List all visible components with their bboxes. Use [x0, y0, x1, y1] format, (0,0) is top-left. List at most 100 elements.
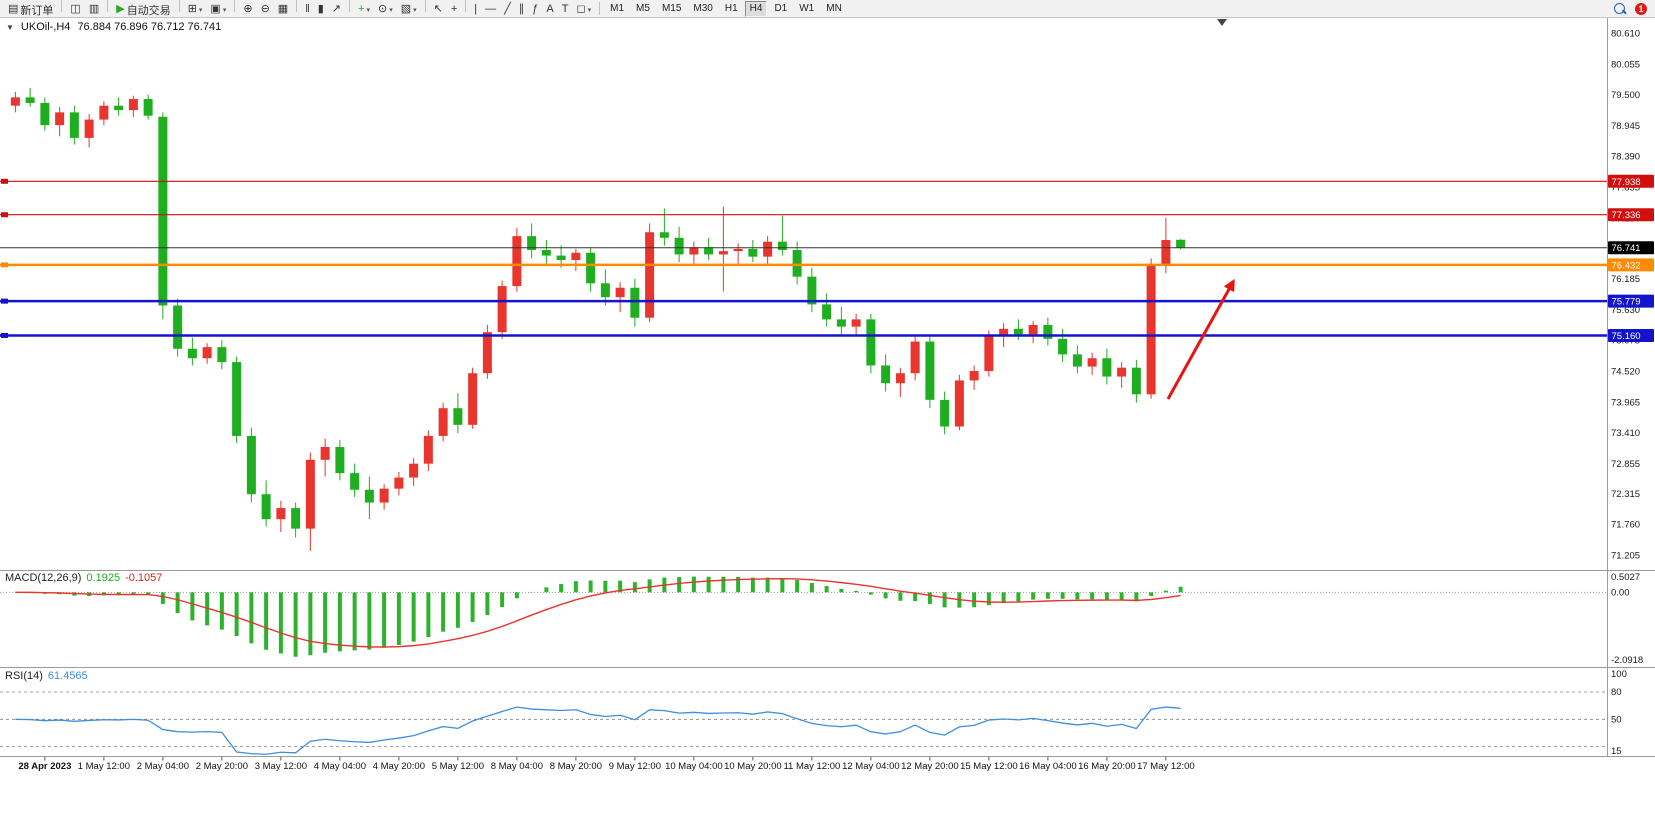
rsi-value: 61.4565	[47, 670, 88, 682]
rsi-axis-label: 100	[1611, 669, 1627, 680]
arrows-button[interactable]: ◻ ▾	[572, 1, 595, 18]
price-axis-label: 75.630	[1611, 305, 1640, 316]
candles-layer	[10, 87, 1186, 551]
macd-signal-value: -0.1057	[125, 572, 163, 584]
price-axis-label: 71.760	[1611, 520, 1640, 531]
rsi-name: RSI(14)	[5, 670, 43, 682]
time-axis[interactable]: 28 Apr 2023 1 May 12:00 2 May 04:00 2 May 2…	[18, 757, 1195, 772]
time-axis-label: 16 May 04:00	[1019, 761, 1077, 772]
time-axis-label: 8 May 20:00	[550, 761, 602, 772]
one-click-trading-toggle[interactable]: ▼	[6, 22, 14, 32]
cursor-icon: ↖	[433, 3, 443, 15]
toolbar-separator	[349, 0, 351, 12]
grid-button[interactable]: ▦	[274, 1, 292, 18]
autotrading-button[interactable]: ▶ 自动交易	[112, 1, 174, 18]
templates-button-dropdown-arrow[interactable]: ▾	[413, 6, 417, 14]
search-button[interactable]	[1610, 0, 1629, 17]
new-order-button-label: 新订单	[20, 4, 54, 17]
timeframe-button-h4[interactable]: H4	[744, 0, 768, 17]
channel-icon: ∥	[518, 3, 525, 15]
periods-button-dropdown-arrow[interactable]: ▾	[389, 6, 393, 14]
price-axis-label: 80.055	[1611, 59, 1640, 70]
profiles-button[interactable]: ▣ ▾	[206, 1, 230, 18]
timeframe-button-m30[interactable]: M30	[693, 3, 713, 14]
hline-left-handle	[1, 332, 8, 338]
cursor-button[interactable]: ↖	[430, 1, 447, 18]
toolbar-separator	[61, 0, 63, 12]
chart-header: ▼ UKOil-,H4 76.884 76.896 76.712 76.741	[6, 21, 221, 33]
horizontal-line-button[interactable]: —	[481, 1, 500, 18]
time-axis-label: 8 May 04:00	[491, 761, 543, 772]
toolbar-separator	[234, 0, 236, 12]
label-button[interactable]: T	[558, 1, 573, 18]
price-axis[interactable]: 80.61080.05579.50078.94578.39077.83577.2…	[1608, 29, 1654, 758]
macd-main-value: 0.1925	[86, 572, 121, 584]
price-tag-76.741	[1608, 241, 1654, 255]
line-view-button[interactable]: ↗	[328, 1, 345, 18]
toolbar-separator	[107, 0, 109, 12]
crosshair-button[interactable]: +	[447, 1, 461, 18]
timeframe-button-d1[interactable]: D1	[774, 3, 788, 14]
trendline-button[interactable]: ╱	[500, 1, 515, 18]
price-tag-75.160	[1608, 328, 1654, 342]
crosshair-icon: +	[450, 3, 458, 15]
new-chart-button[interactable]: ⊞ ▾	[184, 1, 207, 18]
timeframe-button-m15[interactable]: M15	[661, 3, 682, 14]
hline-left-handle	[1, 212, 8, 218]
time-axis-label: 9 May 12:00	[609, 761, 661, 772]
chart-window-button[interactable]: ◫	[66, 1, 84, 18]
macd-axis-min: -2.0918	[1611, 655, 1643, 666]
shapes-icon: ◻	[576, 3, 586, 15]
timeframe-button-h1[interactable]: H1	[724, 3, 738, 14]
timeframe-button-m5[interactable]: M5	[636, 3, 650, 14]
chart-shift-marker[interactable]	[1217, 19, 1227, 26]
time-axis-label: 2 May 04:00	[137, 761, 189, 772]
market-watch-button[interactable]: ▥	[85, 1, 103, 18]
notification-badge[interactable]: 1	[1635, 2, 1647, 15]
price-axis-label: 80.610	[1611, 29, 1640, 40]
channel-button[interactable]: ∥	[515, 1, 529, 18]
rsi-pane	[0, 691, 1607, 755]
add-indicator-icon: +	[358, 3, 365, 15]
templates-button[interactable]: ▧ ▾	[397, 1, 421, 18]
price-axis-label: 72.315	[1611, 489, 1640, 500]
price-axis-label: 77.835	[1611, 183, 1640, 194]
hline-left-handle	[1, 262, 8, 268]
indicators-button[interactable]: + ▾	[354, 1, 374, 18]
vertical-line-button[interactable]: |	[470, 1, 481, 18]
timeframe-button-m1[interactable]: M1	[610, 3, 625, 14]
chart-window-icon: ◫	[70, 3, 81, 15]
rsi-axis-label: 80	[1611, 687, 1622, 698]
price-tag-text: 76.432	[1612, 260, 1641, 271]
bars-chart-icon: ‖	[305, 3, 310, 15]
time-axis-label: 10 May 20:00	[724, 761, 782, 772]
toolbar-separator	[178, 0, 180, 12]
time-axis-label: 5 May 12:00	[432, 761, 484, 772]
candles-view-button[interactable]: ▮	[314, 1, 328, 18]
trend-arrow-annotation[interactable]	[1166, 278, 1235, 400]
toolbar-separator	[465, 0, 467, 12]
time-axis-label: 3 May 12:00	[255, 761, 307, 772]
price-axis-label: 73.965	[1611, 397, 1640, 408]
bars-view-button[interactable]: ‖	[301, 1, 314, 18]
time-axis-label: 28 Apr 2023	[18, 761, 71, 772]
toolbar-right: 1	[1610, 0, 1651, 17]
price-tag-text: 75.779	[1612, 297, 1641, 308]
zoom-in-button[interactable]: ⊕	[239, 1, 256, 18]
timeframe-button-mn[interactable]: MN	[826, 3, 842, 14]
timeframe-button-w1[interactable]: W1	[799, 3, 815, 14]
indicators-button-dropdown-arrow[interactable]: ▾	[366, 6, 370, 14]
arrows-button-dropdown-arrow[interactable]: ▾	[587, 6, 592, 14]
zoom-out-button[interactable]: ⊖	[257, 1, 274, 18]
rsi-line	[15, 706, 1181, 755]
macd-indicator-label: MACD(12,26,9) 0.1925 -0.1057	[5, 572, 162, 584]
text-button[interactable]: A	[542, 1, 557, 18]
profiles-button-dropdown-arrow[interactable]: ▾	[222, 6, 227, 14]
fibonacci-button[interactable]: ƒ	[528, 1, 542, 18]
periods-button[interactable]: ⊙ ▾	[374, 1, 397, 18]
new-order-button[interactable]: ▤ 新订单	[4, 1, 57, 18]
new-chart-button-dropdown-arrow[interactable]: ▾	[198, 6, 203, 14]
price-axis-label: 79.500	[1611, 90, 1640, 101]
